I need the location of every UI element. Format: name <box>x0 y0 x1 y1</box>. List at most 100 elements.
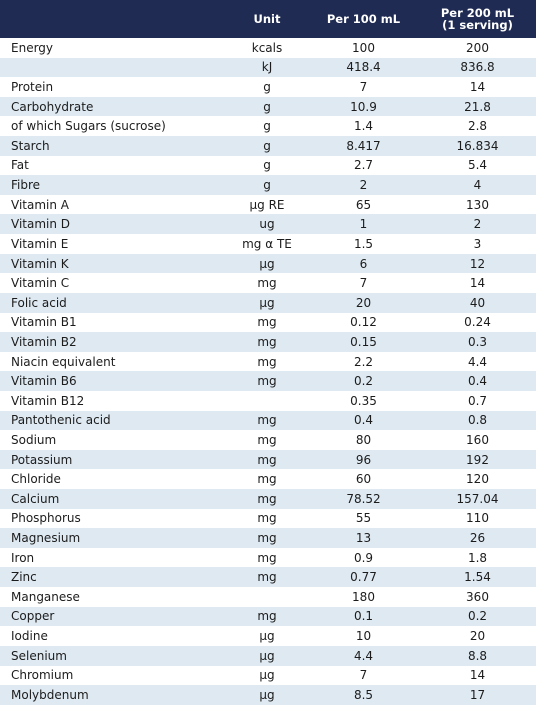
per-100ml-value: 10.9 <box>308 96 419 117</box>
nutrient-name: Manganese <box>0 587 226 607</box>
table-row: Folic acid µg 20 40 <box>0 292 536 313</box>
per-100ml-value: 0.15 <box>308 332 419 352</box>
per-200ml-value: 0.7 <box>419 390 536 411</box>
table-row: Chloride mg 60 120 <box>0 469 536 490</box>
unit-cell: mg <box>226 351 308 372</box>
nutrient-name: Vitamin B1 <box>0 312 226 333</box>
nutrient-name: Copper <box>0 606 226 627</box>
per-100ml-value: 0.2 <box>308 371 419 391</box>
per-100ml-value: 65 <box>308 194 419 215</box>
nutrient-name: Vitamin K <box>0 253 226 274</box>
nutrient-name: of which Sugars (sucrose) <box>0 116 226 137</box>
unit-cell: µg <box>226 685 308 705</box>
per-100ml-value: 1.5 <box>308 234 419 254</box>
per-100ml-value: 96 <box>308 449 419 470</box>
per-100ml-value: 7 <box>308 665 419 686</box>
per-100ml-value: 8.417 <box>308 136 419 156</box>
unit-cell: mg <box>226 489 308 509</box>
unit-cell: mg <box>226 469 308 490</box>
unit-cell: g <box>226 155 308 176</box>
nutrient-name: Fat <box>0 155 226 176</box>
per-200ml-value: 16.834 <box>419 136 536 156</box>
nutrient-name: Chromium <box>0 665 226 686</box>
unit-cell: mg <box>226 312 308 333</box>
nutrient-name: Iron <box>0 547 226 568</box>
per-100ml-value: 0.4 <box>308 410 419 431</box>
per-200ml-value: 8.8 <box>419 645 536 666</box>
nutrient-name <box>0 57 226 78</box>
per-100ml-value: 0.9 <box>308 547 419 568</box>
unit-cell: µg RE <box>226 194 308 215</box>
nutrient-name: Chloride <box>0 469 226 490</box>
per-200ml-value: 12 <box>419 253 536 274</box>
per-200ml-value: 14 <box>419 665 536 686</box>
per-100ml-value: 180 <box>308 587 419 607</box>
per-100ml-value: 7 <box>308 77 419 97</box>
table-row: kJ 418.4 836.8 <box>0 57 536 78</box>
per-100ml-value: 78.52 <box>308 489 419 509</box>
unit-cell: kJ <box>226 57 308 78</box>
unit-cell: mg <box>226 606 308 627</box>
per-200ml-value: 4.4 <box>419 351 536 372</box>
table-row: Carbohydrate g 10.9 21.8 <box>0 96 536 117</box>
per-200ml-value: 1.8 <box>419 547 536 568</box>
table-row: Iron mg 0.9 1.8 <box>0 547 536 568</box>
per-100ml-value: 6 <box>308 253 419 274</box>
nutrient-name: Protein <box>0 77 226 97</box>
unit-cell: mg <box>226 273 308 293</box>
nutrient-name: Vitamin B12 <box>0 390 226 411</box>
table-row: Copper mg 0.1 0.2 <box>0 606 536 627</box>
unit-cell: mg <box>226 508 308 529</box>
nutrient-name: Phosphorus <box>0 508 226 529</box>
per-100ml-value: 100 <box>308 38 419 58</box>
unit-cell: mg <box>226 410 308 431</box>
per-200ml-value: 1.54 <box>419 567 536 588</box>
table-row: Niacin equivalent mg 2.2 4.4 <box>0 351 536 372</box>
per-100ml-value: 10 <box>308 626 419 646</box>
table-row: Starch g 8.417 16.834 <box>0 136 536 156</box>
unit-cell: µg <box>226 253 308 274</box>
table-body: Energy kcals 100 200 kJ 418.4 836.8 Protein g 7 14… <box>0 38 536 705</box>
nutrient-name: Folic acid <box>0 292 226 313</box>
table-row: Vitamin B12 0.35 0.7 <box>0 390 536 411</box>
per-100ml-value: 13 <box>308 528 419 548</box>
nutrient-name: Niacin equivalent <box>0 351 226 372</box>
per-200ml-value: 0.24 <box>419 312 536 333</box>
per-100ml-value: 0.12 <box>308 312 419 333</box>
nutrient-name: Potassium <box>0 449 226 470</box>
unit-cell: g <box>226 136 308 156</box>
nutrient-name: Vitamin B2 <box>0 332 226 352</box>
per-100ml-value: 0.1 <box>308 606 419 627</box>
nutrient-name: Selenium <box>0 645 226 666</box>
table-row: Chromium µg 7 14 <box>0 665 536 686</box>
per-100ml-value: 80 <box>308 430 419 450</box>
nutrient-name: Pantothenic acid <box>0 410 226 431</box>
nutrient-name: Fibre <box>0 175 226 195</box>
unit-cell: µg <box>226 626 308 646</box>
nutrient-name: Molybdenum <box>0 685 226 705</box>
table-row: Fibre g 2 4 <box>0 175 536 195</box>
per-200ml-value: 836.8 <box>419 57 536 78</box>
per-200ml-value: 21.8 <box>419 96 536 117</box>
per-200ml-value: 4 <box>419 175 536 195</box>
table-row: Zinc mg 0.77 1.54 <box>0 567 536 588</box>
per-200ml-value: 20 <box>419 626 536 646</box>
per-200ml-value: 160 <box>419 430 536 450</box>
per-100ml-value: 0.77 <box>308 567 419 588</box>
table-row: of which Sugars (sucrose) g 1.4 2.8 <box>0 116 536 137</box>
unit-cell: µg <box>226 665 308 686</box>
per-100ml-value: 2.7 <box>308 155 419 176</box>
nutrient-name: Magnesium <box>0 528 226 548</box>
unit-cell: µg <box>226 292 308 313</box>
per-200ml-value: 40 <box>419 292 536 313</box>
table-row: Calcium mg 78.52 157.04 <box>0 489 536 509</box>
per-200ml-value: 17 <box>419 685 536 705</box>
table-row: Phosphorus mg 55 110 <box>0 508 536 529</box>
per-100ml-value: 1.4 <box>308 116 419 137</box>
table-row: Molybdenum µg 8.5 17 <box>0 685 536 705</box>
table-row: Vitamin B1 mg 0.12 0.24 <box>0 312 536 333</box>
